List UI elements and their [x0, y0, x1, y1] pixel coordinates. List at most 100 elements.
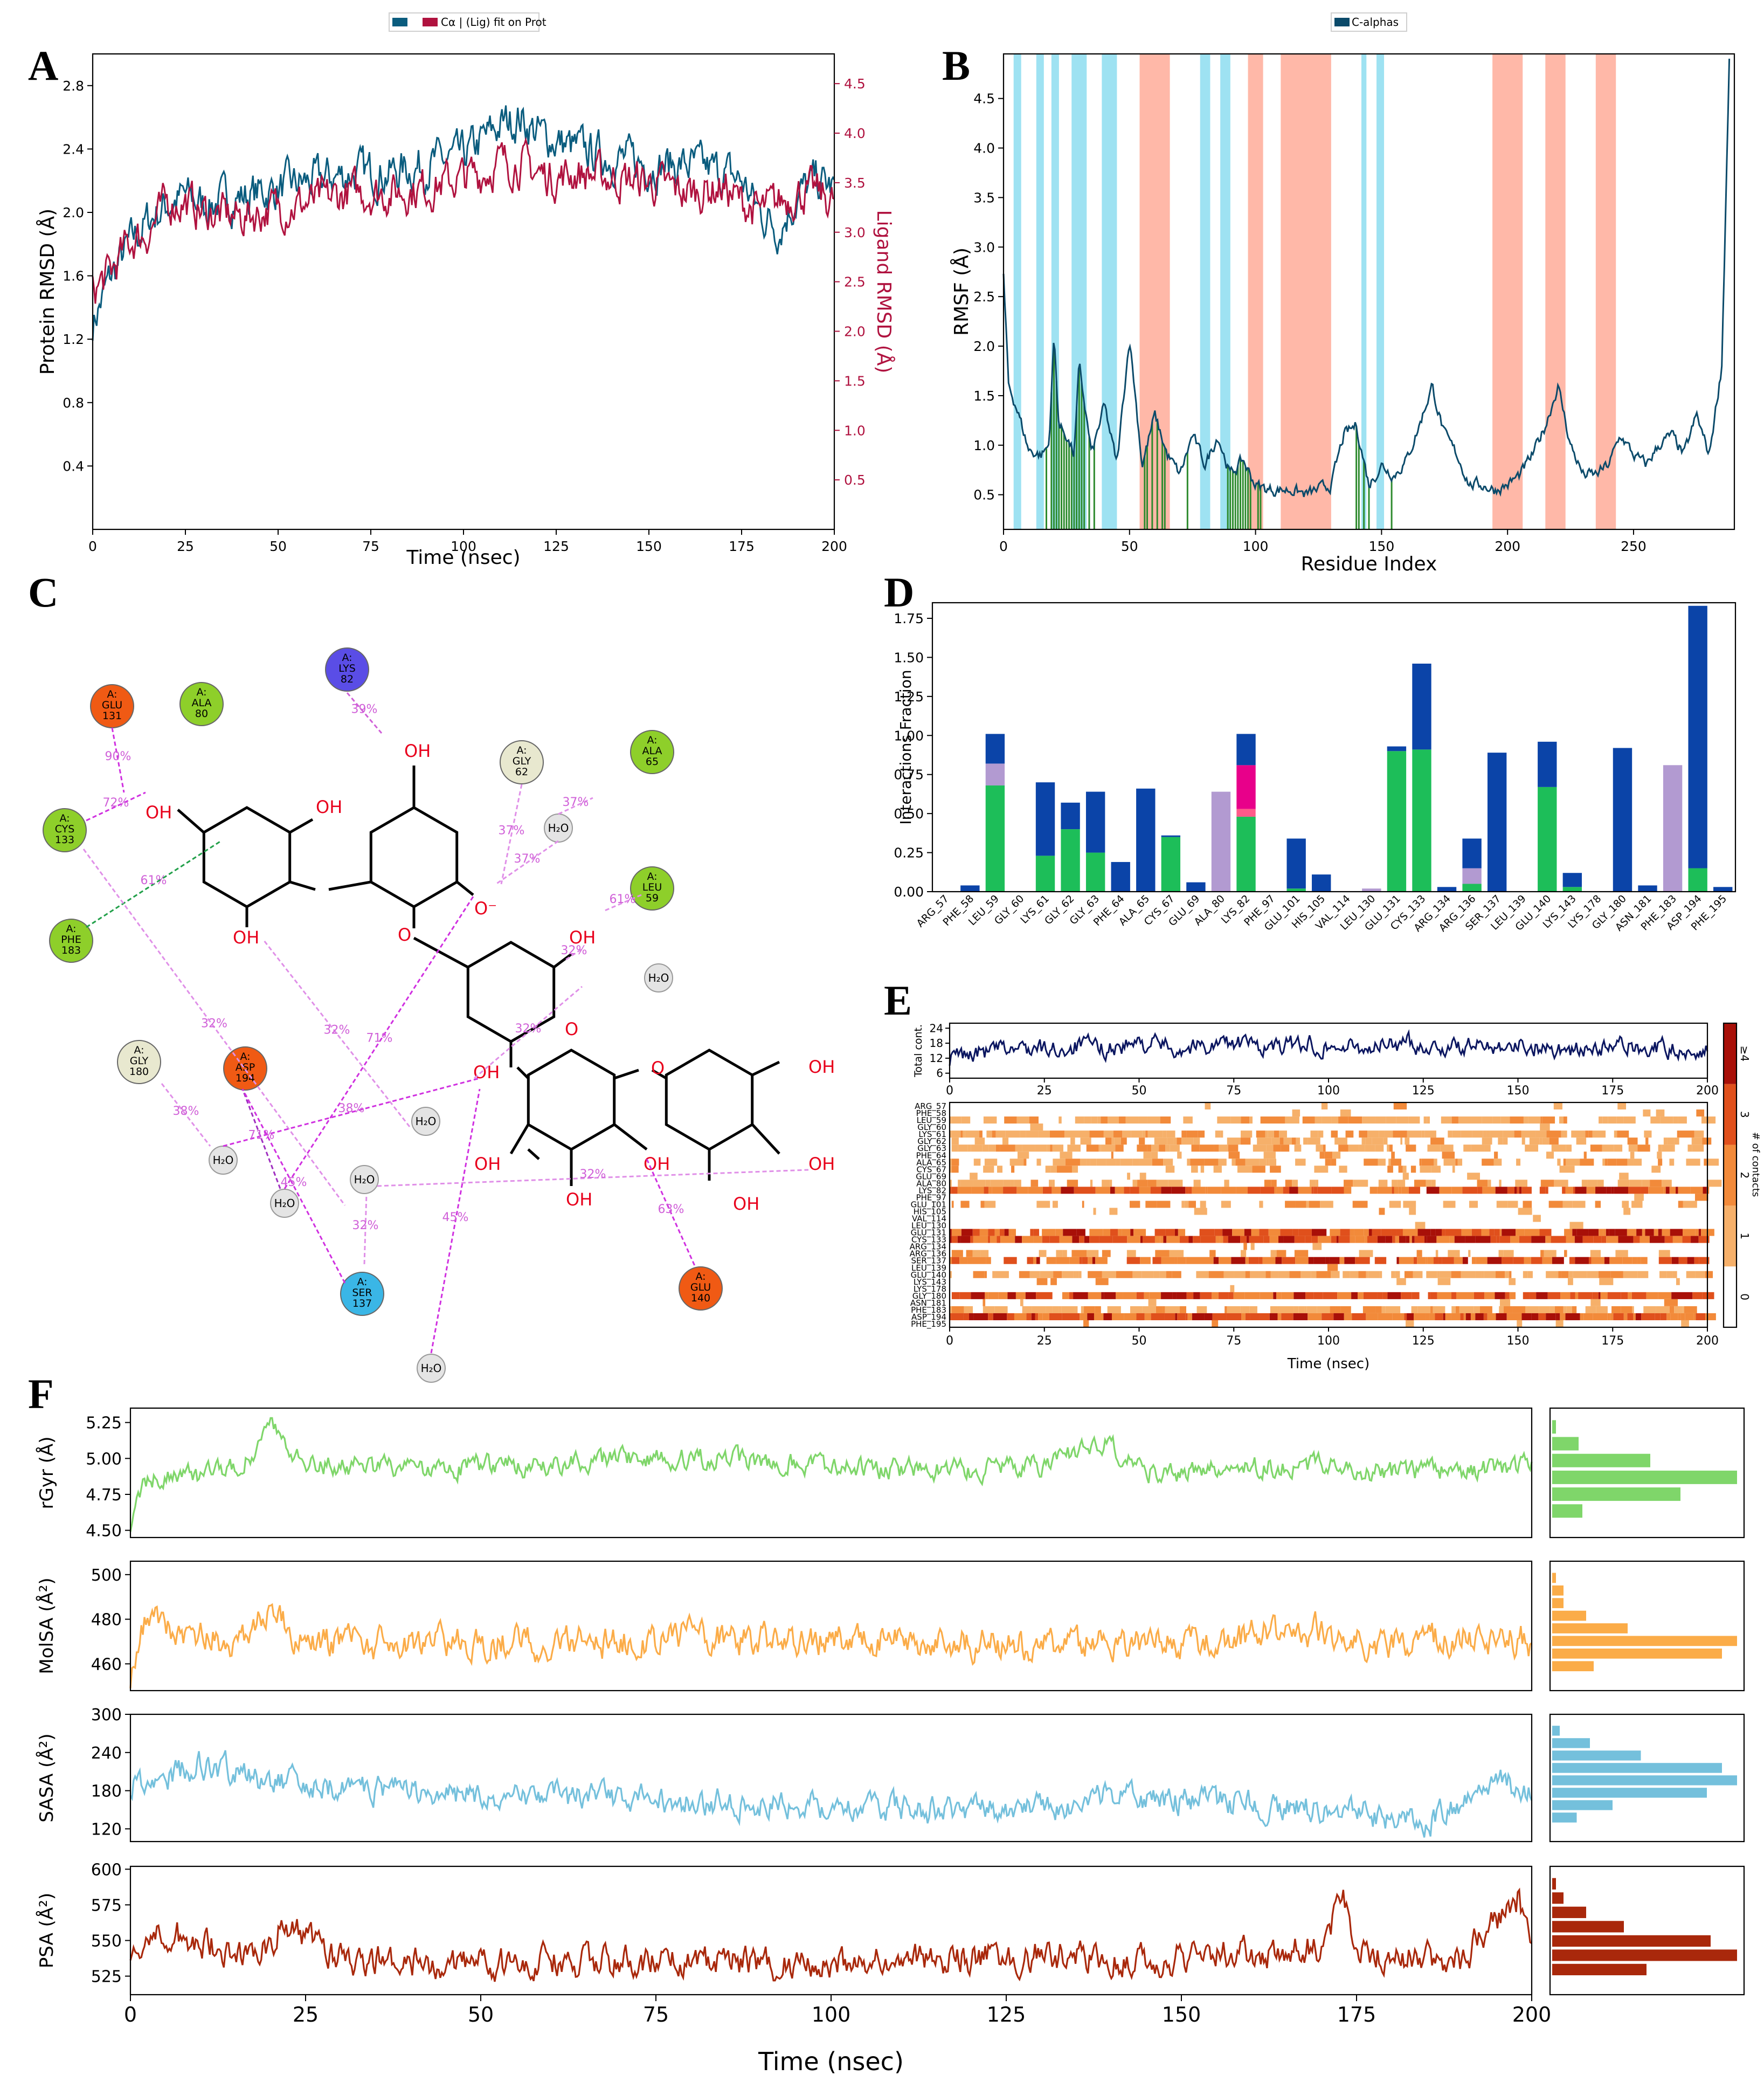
contact-cell — [1413, 1271, 1423, 1278]
contact-cell — [1259, 1201, 1263, 1208]
contact-cell — [1521, 1137, 1525, 1145]
contact-cell — [973, 1236, 988, 1243]
x-tick-label: 25 — [177, 539, 194, 554]
contact-cell — [1406, 1236, 1410, 1243]
contact-cell — [1061, 1187, 1074, 1194]
contact-cell — [1426, 1180, 1431, 1187]
contact-cell — [1361, 1137, 1366, 1145]
contact-cell — [1703, 1187, 1707, 1194]
contact-cell — [1619, 1173, 1629, 1180]
contact-cell — [1271, 1180, 1277, 1187]
contact-cell — [1417, 1229, 1431, 1236]
y-tick-label: 1.5 — [973, 388, 995, 404]
interaction-percent: 71% — [366, 1032, 393, 1045]
contact-cell — [1562, 1201, 1573, 1208]
contact-cell — [995, 1130, 1006, 1138]
contact-cell — [1351, 1292, 1358, 1299]
x-tick-label: 150 — [636, 539, 662, 554]
contact-cell — [1691, 1137, 1703, 1145]
contact-cell — [1275, 1116, 1285, 1124]
contact-cell — [1551, 1145, 1566, 1152]
contact-cell — [1566, 1145, 1572, 1152]
bar-blue — [1312, 874, 1331, 892]
contact-cell — [1596, 1306, 1608, 1313]
contact-cell — [1130, 1187, 1139, 1194]
contact-cell — [1219, 1257, 1232, 1264]
contact-cell — [1181, 1130, 1187, 1138]
contact-cell — [1569, 1222, 1583, 1229]
contact-cell — [1631, 1201, 1643, 1208]
colorbar-label: # of contacts — [1750, 1132, 1761, 1197]
contact-cell — [1142, 1130, 1146, 1138]
row-label: GLU_131 — [911, 1228, 946, 1238]
sasa-hist-bar — [1552, 1763, 1722, 1773]
contact-cell — [1249, 1306, 1257, 1313]
contact-cell — [1110, 1187, 1115, 1194]
psa-hist-bar — [1552, 1963, 1647, 1976]
contact-cell — [1323, 1292, 1338, 1299]
contact-cell — [1283, 1187, 1290, 1194]
contact-cell — [1340, 1109, 1351, 1117]
contact-cell — [1231, 1257, 1246, 1264]
contact-cell — [1395, 1236, 1400, 1243]
contact-cell — [1312, 1243, 1322, 1250]
contact-cell — [1358, 1271, 1366, 1278]
contact-cell — [1059, 1306, 1062, 1313]
contact-cell — [951, 1166, 959, 1173]
y-tick-label: 0.4 — [63, 458, 84, 474]
interaction-percent: 38% — [173, 1105, 199, 1118]
contact-cell — [1036, 1159, 1041, 1166]
contact-cell — [1167, 1137, 1174, 1145]
contact-cell — [1178, 1229, 1186, 1236]
contact-cell — [1217, 1116, 1231, 1124]
contact-cell — [1406, 1320, 1414, 1327]
contact-cell — [1575, 1292, 1579, 1299]
contact-cell — [1663, 1187, 1666, 1194]
residue-number: 65 — [646, 756, 659, 768]
contact-cell — [1185, 1187, 1189, 1194]
contact-cell — [1482, 1159, 1494, 1166]
residue-number: 133 — [55, 834, 74, 846]
contact-cell — [1539, 1187, 1546, 1194]
contact-cell — [1263, 1152, 1276, 1159]
contact-cell — [1430, 1137, 1444, 1145]
x-tick-label: 100 — [1317, 1334, 1340, 1348]
contact-cell — [1308, 1257, 1314, 1264]
contact-cell — [1155, 1250, 1170, 1257]
hydroxyl-label: OH — [644, 1154, 670, 1174]
contact-cell — [1606, 1187, 1611, 1194]
psa-frame — [129, 1865, 1533, 1996]
contact-cell — [1667, 1137, 1675, 1145]
contact-cell — [1091, 1116, 1098, 1124]
contact-cell — [1080, 1313, 1088, 1320]
helix-band — [1376, 54, 1385, 529]
contact-cell — [1454, 1236, 1465, 1243]
contact-cell — [1706, 1116, 1716, 1124]
contact-cell — [1331, 1130, 1338, 1138]
contact-cell — [1078, 1271, 1082, 1278]
row-label: LYS_143 — [914, 1277, 946, 1287]
contact-cell — [1223, 1236, 1228, 1243]
contact-cell — [1546, 1271, 1559, 1278]
contact-cell — [1277, 1306, 1280, 1313]
contact-cell — [992, 1271, 995, 1278]
contact-cell — [1581, 1180, 1588, 1187]
contact-cell — [1230, 1285, 1235, 1292]
contact-cell — [960, 1130, 963, 1138]
contact-cell — [1402, 1257, 1414, 1264]
contact-cell — [1674, 1137, 1679, 1145]
bar-h-bonds — [1035, 856, 1055, 892]
x-tick-label: 50 — [1121, 539, 1138, 554]
contact-cell — [971, 1187, 984, 1194]
contact-cell — [1270, 1271, 1278, 1278]
residue-chain: A: — [66, 923, 76, 935]
contact-cell — [1683, 1229, 1696, 1236]
contact-cell — [1391, 1152, 1395, 1159]
contact-cell — [1385, 1130, 1393, 1138]
contact-cell — [1137, 1145, 1147, 1152]
contact-cell — [1521, 1130, 1536, 1138]
contact-cell — [1455, 1306, 1459, 1313]
x-tick-label: 175 — [729, 539, 755, 554]
contact-cell — [1338, 1116, 1348, 1124]
residue-name: LYS — [338, 663, 356, 674]
